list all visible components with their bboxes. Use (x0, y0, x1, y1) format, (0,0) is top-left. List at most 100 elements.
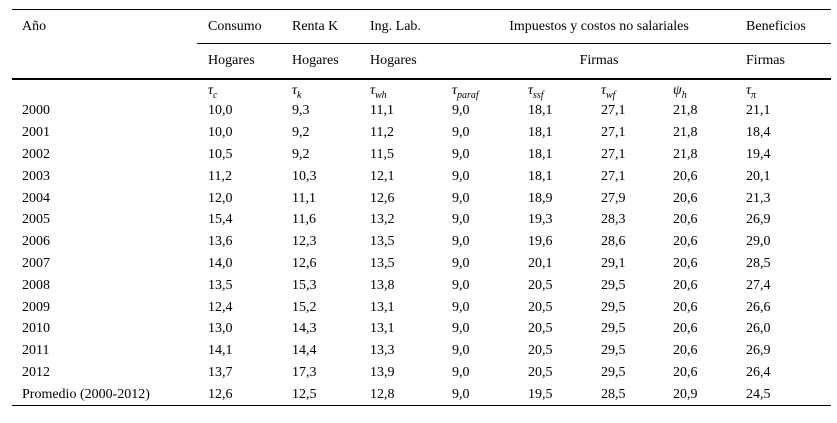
year-cell: 2008 (22, 277, 50, 293)
value-cell-tau-paraf: 9,0 (452, 125, 470, 141)
value-cell-tau-k: 12,5 (292, 386, 317, 402)
value-cell-psi-h: 20,6 (673, 321, 698, 337)
value-cell-tau-paraf: 9,0 (452, 343, 470, 359)
value-cell-tau-pi: 26,9 (746, 343, 771, 359)
value-cell-tau-wf: 28,5 (601, 386, 626, 402)
value-cell-tau-k: 9,2 (292, 125, 310, 141)
symbol-tau-pi: τπ (746, 82, 757, 101)
value-cell-tau-paraf: 9,0 (452, 212, 470, 228)
value-cell-tau-wf: 29,5 (601, 343, 626, 359)
table-row: 2000 10,0 9,3 11,1 9,0 18,1 27,1 21,8 21… (12, 101, 831, 123)
value-cell-tau-k: 15,2 (292, 299, 317, 315)
value-cell-tau-paraf: 9,0 (452, 386, 470, 402)
table-row: 2006 13,6 12,3 13,5 9,0 19,6 28,6 20,6 2… (12, 231, 831, 253)
value-cell-tau-pi: 21,1 (746, 103, 771, 119)
value-cell-tau-c: 13,5 (208, 277, 233, 293)
symbol-tau-k: τk (292, 82, 302, 101)
value-cell-tau-wh: 13,8 (370, 277, 395, 293)
value-cell-tau-wf: 27,1 (601, 168, 626, 184)
table-row: 2005 15,4 11,6 13,2 9,0 19,3 28,3 20,6 2… (12, 209, 831, 231)
symbol-tau-wh: τwh (370, 82, 387, 101)
value-cell-tau-c: 12,6 (208, 386, 233, 402)
value-cell-tau-wf: 29,1 (601, 255, 626, 271)
value-cell-tau-wf: 27,9 (601, 190, 626, 206)
header-row-agents: Hogares Hogares Hogares Firmas Firmas (12, 43, 832, 80)
value-cell-tau-wh: 11,1 (370, 103, 394, 119)
year-cell: 2000 (22, 103, 50, 119)
value-cell-tau-paraf: 9,0 (452, 255, 470, 271)
empty-cell (12, 79, 197, 101)
header-row-symbols: τc τk τwh τparaf τssf τwf ψh τπ (12, 79, 831, 101)
value-cell-tau-k: 12,6 (292, 255, 317, 271)
value-cell-tau-pi: 21,3 (746, 190, 771, 206)
year-cell: 2010 (22, 321, 50, 337)
value-cell-tau-ssf: 20,5 (528, 277, 553, 293)
value-cell-psi-h: 20,6 (673, 212, 698, 228)
value-cell-tau-paraf: 9,0 (452, 190, 470, 206)
empty-cell (12, 43, 197, 80)
col-header-ing-lab: Ing. Lab. (370, 9, 452, 44)
symbol-tau-wf: τwf (601, 82, 616, 101)
col-header-consumo: Consumo (197, 9, 292, 44)
table-body: 2000 10,0 9,3 11,1 9,0 18,1 27,1 21,8 21… (12, 101, 831, 406)
table-row: 2003 11,2 10,3 12,1 9,0 18,1 27,1 20,6 2… (12, 166, 831, 188)
table-row: 2011 14,1 14,4 13,3 9,0 20,5 29,5 20,6 2… (12, 340, 831, 362)
value-cell-psi-h: 20,6 (673, 190, 698, 206)
value-cell-tau-ssf: 18,9 (528, 190, 553, 206)
value-cell-tau-wh: 12,1 (370, 168, 395, 184)
year-cell: Promedio (2000-2012) (22, 386, 150, 402)
table-row: 2007 14,0 12,6 13,5 9,0 20,1 29,1 20,6 2… (12, 253, 831, 275)
value-cell-psi-h: 20,6 (673, 255, 698, 271)
value-cell-tau-paraf: 9,0 (452, 277, 470, 293)
tax-rates-table: Año Consumo Renta K Ing. Lab. Impuestos … (12, 9, 832, 407)
value-cell-tau-ssf: 20,5 (528, 343, 553, 359)
table-row: Promedio (2000-2012) 12,6 12,5 12,8 9,0 … (12, 384, 831, 406)
value-cell-tau-c: 15,4 (208, 212, 233, 228)
value-cell-tau-wh: 12,6 (370, 190, 395, 206)
value-cell-psi-h: 21,8 (673, 125, 698, 141)
value-cell-tau-paraf: 9,0 (452, 299, 470, 315)
col-header-anio: Año (22, 18, 47, 34)
year-cell: 2011 (22, 343, 50, 359)
value-cell-tau-c: 12,0 (208, 190, 233, 206)
value-cell-psi-h: 20,6 (673, 168, 698, 184)
value-cell-tau-pi: 26,4 (746, 364, 771, 380)
value-cell-tau-wh: 13,9 (370, 364, 395, 380)
year-cell: 2003 (22, 168, 50, 184)
subheader-hogares-1: Hogares (197, 43, 292, 80)
value-cell-tau-pi: 26,6 (746, 299, 771, 315)
value-cell-tau-pi: 27,4 (746, 277, 771, 293)
value-cell-psi-h: 20,6 (673, 277, 698, 293)
col-header-impuestos-costos: Impuestos y costos no salariales (452, 9, 747, 44)
table-row: 2001 10,0 9,2 11,2 9,0 18,1 27,1 21,8 18… (12, 122, 831, 144)
value-cell-tau-k: 9,3 (292, 103, 310, 119)
symbol-tau-paraf: τparaf (452, 82, 479, 101)
value-cell-tau-k: 15,3 (292, 277, 317, 293)
value-cell-tau-pi: 18,4 (746, 125, 771, 141)
year-cell: 2007 (22, 255, 50, 271)
value-cell-tau-wf: 27,1 (601, 103, 626, 119)
value-cell-tau-wh: 13,5 (370, 255, 395, 271)
value-cell-tau-c: 12,4 (208, 299, 233, 315)
value-cell-tau-wh: 13,3 (370, 343, 395, 359)
value-cell-tau-wf: 28,3 (601, 212, 626, 228)
value-cell-tau-ssf: 20,5 (528, 364, 553, 380)
symbol-tau-ssf: τssf (528, 82, 544, 101)
value-cell-tau-ssf: 19,3 (528, 212, 553, 228)
symbol-psi-h: ψh (673, 82, 687, 101)
value-cell-tau-k: 12,3 (292, 234, 317, 250)
value-cell-tau-k: 11,6 (292, 212, 316, 228)
value-cell-psi-h: 21,8 (673, 103, 698, 119)
value-cell-tau-ssf: 20,5 (528, 299, 553, 315)
value-cell-tau-wf: 27,1 (601, 125, 626, 141)
value-cell-tau-ssf: 18,1 (528, 125, 553, 141)
value-cell-tau-ssf: 20,5 (528, 321, 553, 337)
year-cell: 2006 (22, 234, 50, 250)
col-header-renta-k: Renta K (292, 9, 370, 44)
value-cell-tau-wf: 29,5 (601, 364, 626, 380)
value-cell-tau-k: 10,3 (292, 168, 317, 184)
value-cell-tau-wh: 13,5 (370, 234, 395, 250)
table-row: 2002 10,5 9,2 11,5 9,0 18,1 27,1 21,8 19… (12, 144, 831, 166)
value-cell-tau-wh: 13,1 (370, 321, 395, 337)
